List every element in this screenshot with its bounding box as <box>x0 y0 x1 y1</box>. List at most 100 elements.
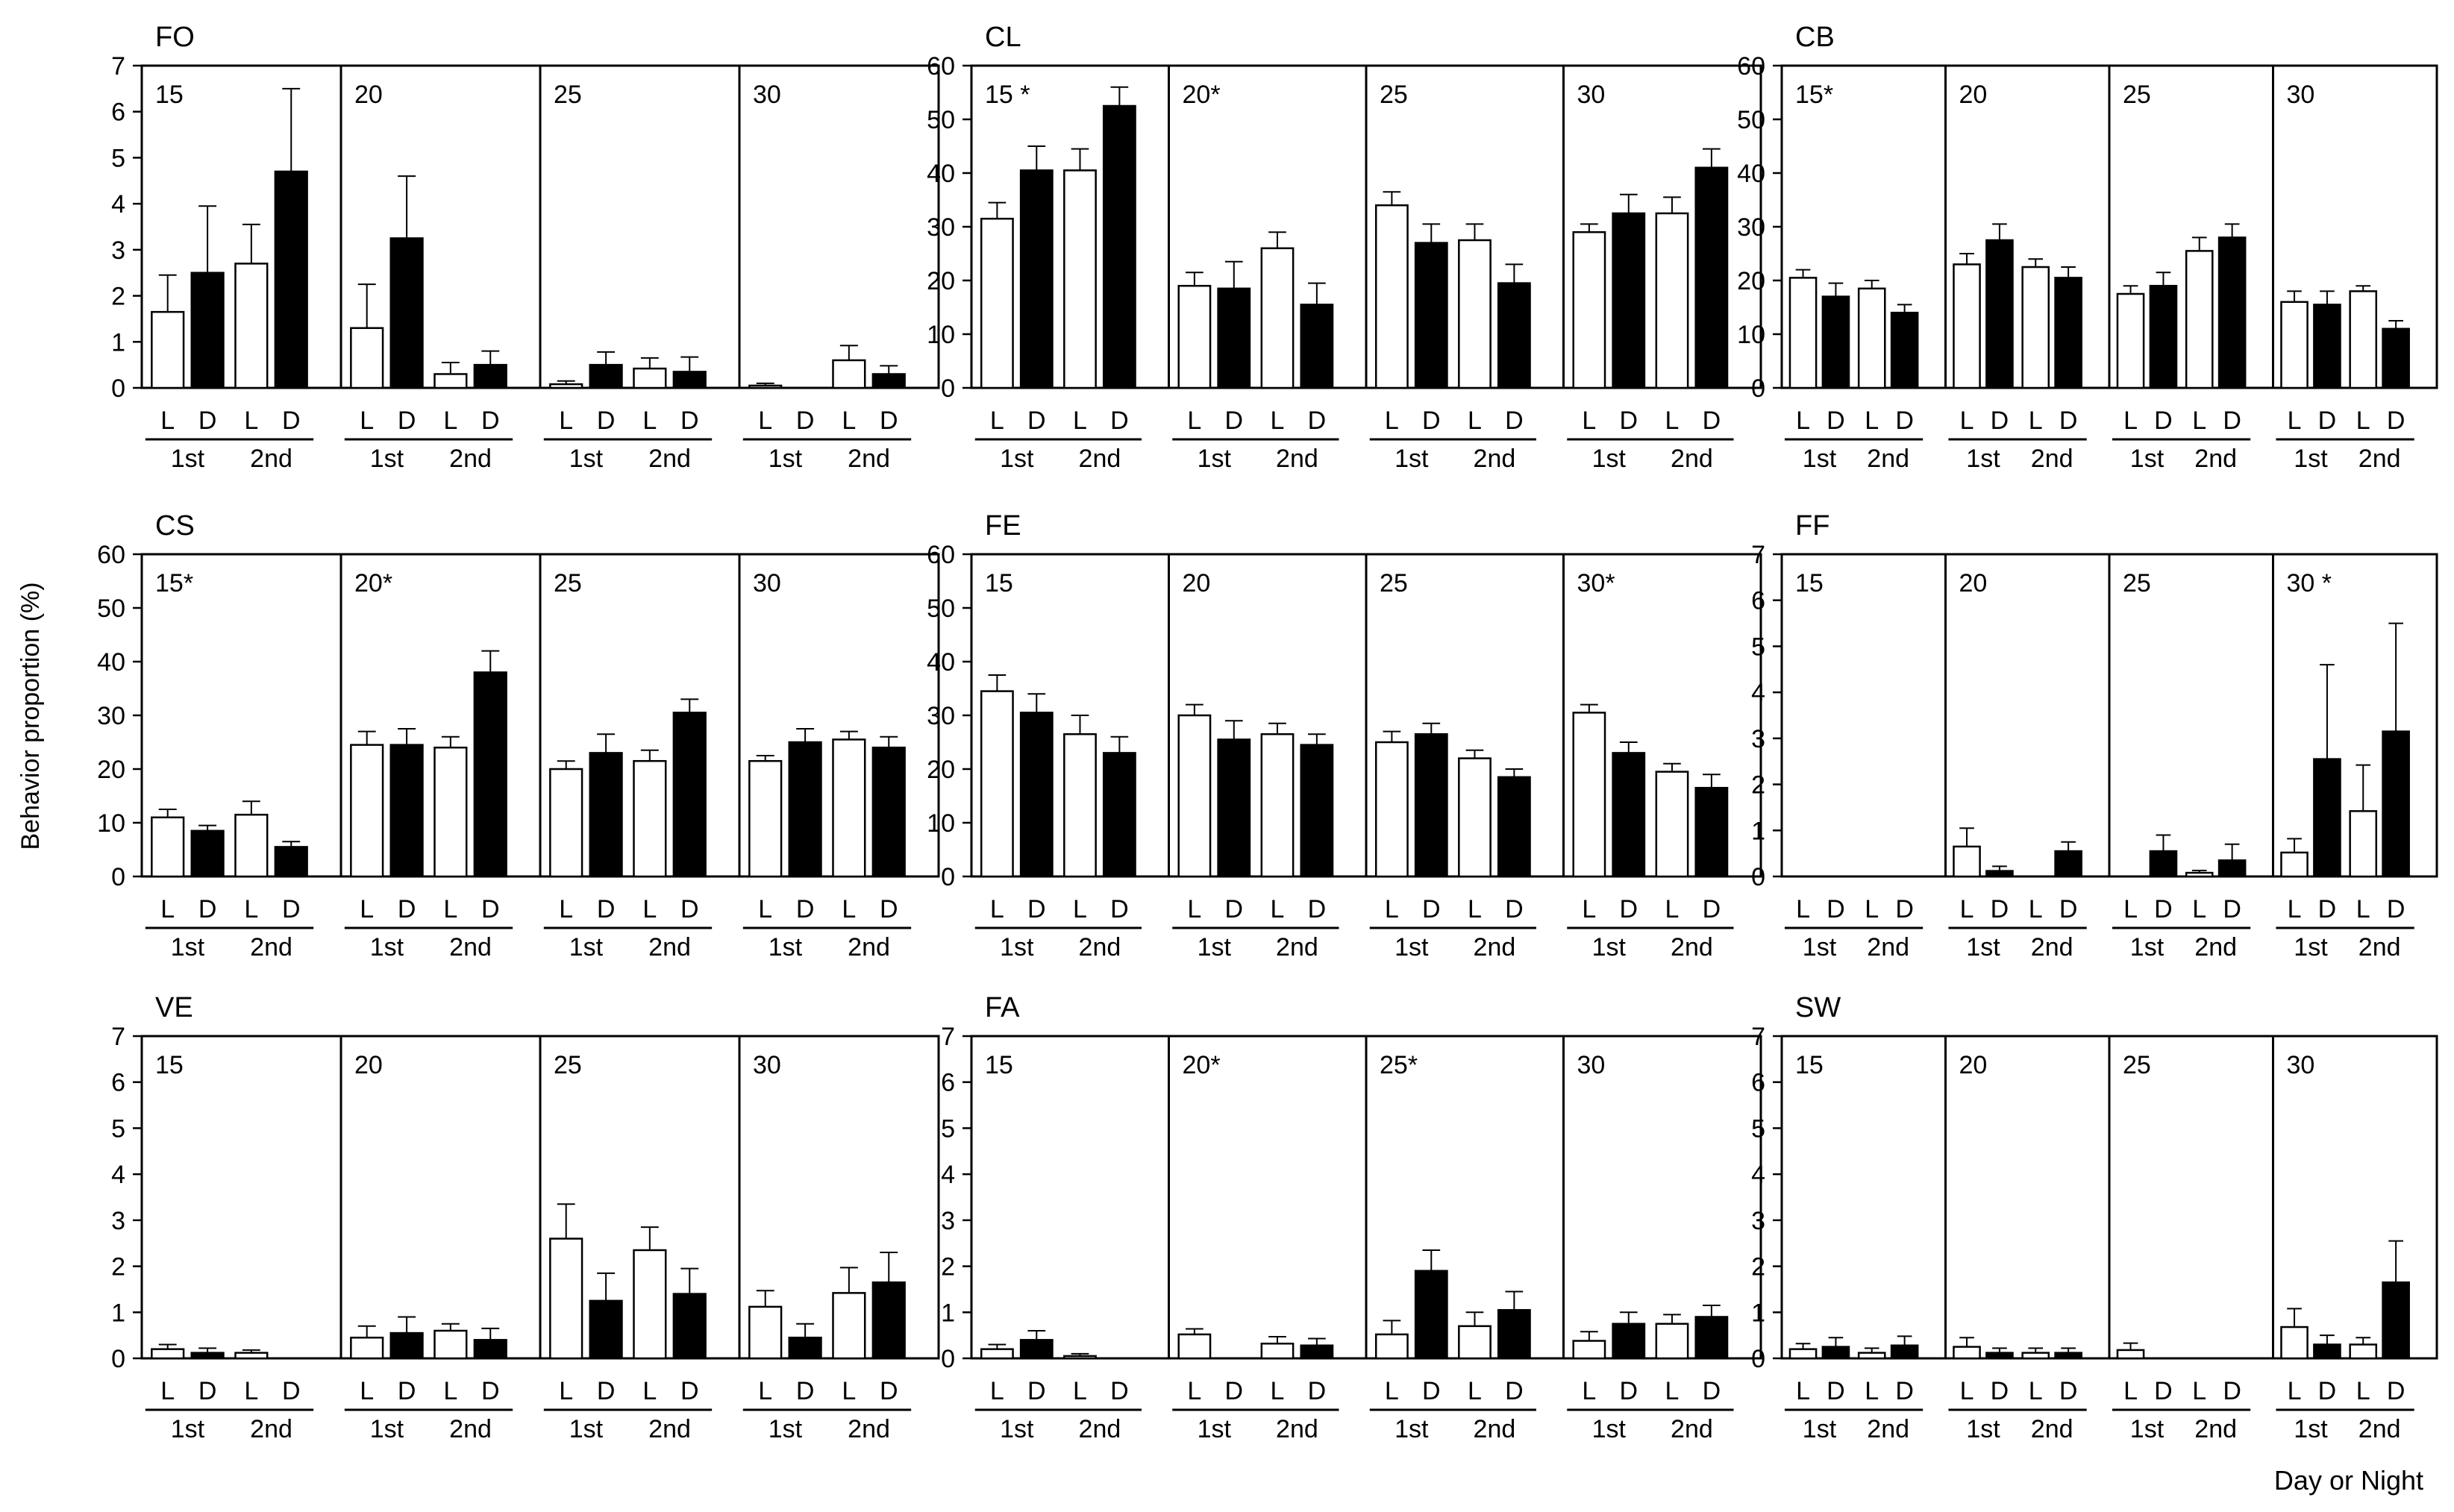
period-label: 1st <box>569 933 604 962</box>
y-tick-label: 40 <box>97 648 125 677</box>
y-tick-label: 0 <box>941 863 955 891</box>
y-tick-label: 40 <box>1737 160 1765 188</box>
bar-light <box>1260 247 1295 389</box>
bar-dark <box>1890 1344 1919 1360</box>
bar-letter-label: L <box>642 895 657 923</box>
panel-title: FA <box>985 992 1020 1023</box>
bar-letter-label: D <box>1422 1377 1441 1405</box>
period-label: 2nd <box>2194 933 2237 962</box>
group-label: 25 <box>2123 1051 2151 1079</box>
group-label: 25 <box>554 81 582 109</box>
bar-dark <box>2382 327 2410 389</box>
bar-dark <box>672 712 707 878</box>
bar-letter-label: L <box>559 895 573 923</box>
bar-letter-label: L <box>1865 407 1879 435</box>
bar-letter-label: L <box>559 407 573 435</box>
y-axis-label: Behavior proportion (%) <box>16 582 45 850</box>
bar-light <box>433 373 468 389</box>
group-label: 25 <box>2123 81 2151 109</box>
bar-letter-label: L <box>2288 1377 2302 1405</box>
bar-light <box>1374 741 1409 878</box>
bar-light <box>832 738 866 878</box>
bar-dark <box>788 1336 822 1360</box>
bar-letter-label: L <box>2123 1377 2138 1405</box>
bar-light <box>1063 733 1097 878</box>
bar-light <box>2280 301 2309 389</box>
bar-light <box>2280 851 2309 878</box>
bar-letter-label: L <box>1796 1377 1810 1405</box>
bar-light <box>1572 230 1606 389</box>
y-tick-label: 3 <box>111 236 125 265</box>
bar-light <box>1458 757 1492 878</box>
group-label: 25 <box>554 569 582 597</box>
bar-letter-label: L <box>1271 895 1285 923</box>
group-label: 25 <box>554 1051 582 1079</box>
bar-dark <box>2382 1281 2410 1360</box>
period-label: 2nd <box>2358 933 2401 962</box>
bar-letter-label: D <box>2059 895 2078 923</box>
bar-letter-label: L <box>1468 895 1482 923</box>
y-tick-label: 2 <box>941 1253 955 1282</box>
y-tick-label: 5 <box>111 144 125 172</box>
bar-letter-label: D <box>597 1377 616 1405</box>
bar-dark <box>274 846 308 878</box>
bar-light <box>748 384 783 389</box>
y-tick-label: 3 <box>941 1207 955 1235</box>
bar-light <box>1260 733 1295 878</box>
y-tick-label: 4 <box>111 1161 125 1189</box>
bar-dark <box>1414 242 1448 389</box>
period-label: 2nd <box>449 445 492 473</box>
bar-letter-label: D <box>2223 407 2241 435</box>
bar-letter-label: D <box>2318 1377 2337 1405</box>
period-label: 1st <box>2130 445 2165 473</box>
bar-letter-label: D <box>880 407 898 435</box>
group-label: 15 <box>1795 569 1824 597</box>
bar-letter-label: D <box>1505 895 1524 923</box>
group-label: 20 <box>1959 1051 1988 1079</box>
bar-light <box>433 746 468 878</box>
panel-title: FO <box>155 22 195 53</box>
bar-letter-label: L <box>160 895 175 923</box>
bar-letter-label: D <box>1308 1377 1327 1405</box>
bar-light <box>151 310 185 389</box>
y-tick-label: 5 <box>1751 1114 1765 1143</box>
bar-letter-label: D <box>680 895 699 923</box>
bar-letter-label: L <box>1665 1377 1680 1405</box>
bar-light <box>1063 1355 1097 1360</box>
bar-letter-label: L <box>1865 895 1879 923</box>
period-label: 2nd <box>1276 445 1318 473</box>
period-label: 1st <box>1803 1415 1837 1443</box>
bar-letter-label: L <box>2192 407 2206 435</box>
bar-dark <box>2313 1343 2341 1360</box>
bar-dark <box>2313 304 2341 389</box>
bar-dark <box>589 752 623 878</box>
bar-dark <box>2054 850 2082 878</box>
bar-dark <box>589 1299 623 1360</box>
group-label: 15 <box>155 81 184 109</box>
bar-letter-label: D <box>597 407 616 435</box>
bar-dark <box>1694 166 1729 389</box>
bar-light <box>980 1348 1014 1360</box>
bar-letter-label: L <box>642 407 657 435</box>
period-label: 1st <box>2294 1415 2328 1443</box>
bar-dark <box>190 272 225 389</box>
y-tick-label: 20 <box>1737 267 1765 295</box>
period-label: 2nd <box>449 1415 492 1443</box>
bar-light <box>1953 263 1981 389</box>
bar-letter-label: D <box>1827 1377 1845 1405</box>
y-tick-label: 2 <box>111 1253 125 1282</box>
bar-dark <box>871 373 906 389</box>
bar-letter-label: L <box>2029 1377 2043 1405</box>
bar-letter-label: L <box>1665 407 1680 435</box>
y-tick-label: 3 <box>111 1207 125 1235</box>
period-label: 1st <box>2294 933 2328 962</box>
bar-letter-label: D <box>2154 895 2173 923</box>
bar-letter-label: L <box>2288 407 2302 435</box>
bar-letter-label: L <box>1073 895 1087 923</box>
panel-title: VE <box>155 992 193 1023</box>
y-tick-label: 6 <box>111 1069 125 1097</box>
group-label: 15* <box>1795 81 1833 109</box>
period-label: 2nd <box>2358 445 2401 473</box>
group-label: 25* <box>1380 1051 1418 1079</box>
